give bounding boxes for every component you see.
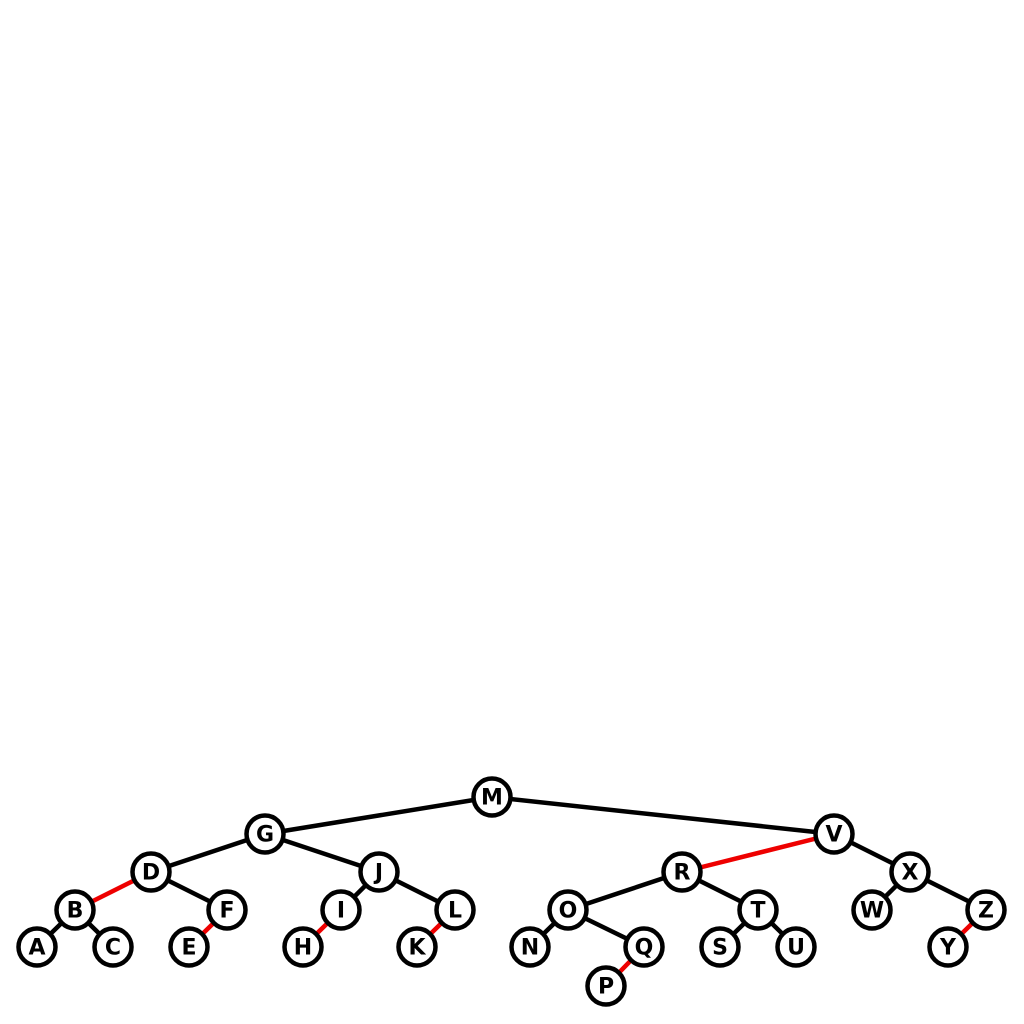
- node-e: E: [168, 926, 210, 968]
- node-f: F: [206, 889, 248, 931]
- node-label: E: [181, 936, 196, 961]
- node-k: K: [396, 926, 438, 968]
- node-d: D: [130, 851, 172, 893]
- node-circle: [965, 889, 1007, 931]
- node-o: O: [547, 889, 589, 931]
- node-circle: [54, 889, 96, 931]
- node-circle: [661, 851, 703, 893]
- node-h: H: [282, 926, 324, 968]
- node-q: Q: [623, 926, 665, 968]
- node-circle: [775, 926, 817, 968]
- node-w: W: [851, 889, 893, 931]
- node-circle: [509, 926, 551, 968]
- edge-v-r: [679, 831, 837, 875]
- node-label: N: [521, 936, 539, 961]
- node-circle: [851, 889, 893, 931]
- node-circle: [168, 926, 210, 968]
- node-z: Z: [965, 889, 1007, 931]
- node-u: U: [775, 926, 817, 968]
- node-label: R: [674, 861, 691, 886]
- node-circle: [358, 851, 400, 893]
- node-c: C: [92, 926, 134, 968]
- node-l: L: [434, 889, 476, 931]
- node-label: X: [902, 861, 919, 886]
- node-circle: [623, 926, 665, 968]
- edge-m-g: [262, 794, 495, 837]
- node-circle: [585, 965, 627, 1007]
- node-label: L: [448, 899, 462, 924]
- node-label: I: [337, 899, 345, 924]
- node-i: I: [320, 889, 362, 931]
- node-label: Q: [635, 936, 654, 961]
- node-circle: [282, 926, 324, 968]
- node-label: C: [105, 936, 121, 961]
- node-circle: [434, 889, 476, 931]
- node-label: U: [787, 936, 805, 961]
- node-circle: [396, 926, 438, 968]
- node-circle: [547, 889, 589, 931]
- node-label: S: [712, 936, 728, 961]
- node-x: X: [889, 851, 931, 893]
- edge-m-v: [489, 794, 837, 837]
- node-label: F: [219, 899, 234, 924]
- node-label: Y: [939, 936, 957, 961]
- node-t: T: [737, 889, 779, 931]
- node-circle: [206, 889, 248, 931]
- node-circle: [130, 851, 172, 893]
- node-label: J: [373, 861, 383, 886]
- node-n: N: [509, 926, 551, 968]
- node-circle: [927, 926, 969, 968]
- nodes-layer: M G V D J R X B F I L O T W Z A C E H K N Q S U Y P: [16, 776, 1007, 1007]
- node-m: M: [471, 776, 513, 818]
- node-circle: [699, 926, 741, 968]
- node-circle: [320, 889, 362, 931]
- node-v: V: [813, 813, 855, 855]
- node-circle: [889, 851, 931, 893]
- node-label: T: [750, 899, 765, 924]
- node-s: S: [699, 926, 741, 968]
- node-circle: [244, 813, 286, 855]
- node-a: A: [16, 926, 58, 968]
- node-circle: [737, 889, 779, 931]
- node-label: Z: [978, 899, 994, 924]
- node-label: O: [559, 899, 578, 924]
- node-circle: [92, 926, 134, 968]
- node-label: M: [481, 786, 503, 811]
- node-label: H: [294, 936, 312, 961]
- node-circle: [813, 813, 855, 855]
- node-circle: [471, 776, 513, 818]
- node-label: K: [408, 936, 426, 961]
- node-label: W: [860, 899, 884, 924]
- node-y: Y: [927, 926, 969, 968]
- node-label: A: [28, 936, 45, 961]
- node-circle: [16, 926, 58, 968]
- node-g: G: [244, 813, 286, 855]
- node-p: P: [585, 965, 627, 1007]
- node-label: D: [142, 861, 160, 886]
- node-label: P: [598, 975, 614, 1000]
- node-label: B: [67, 899, 84, 924]
- node-r: R: [661, 851, 703, 893]
- node-label: G: [256, 823, 274, 848]
- node-b: B: [54, 889, 96, 931]
- node-label: V: [825, 823, 842, 848]
- node-j: J: [358, 851, 400, 893]
